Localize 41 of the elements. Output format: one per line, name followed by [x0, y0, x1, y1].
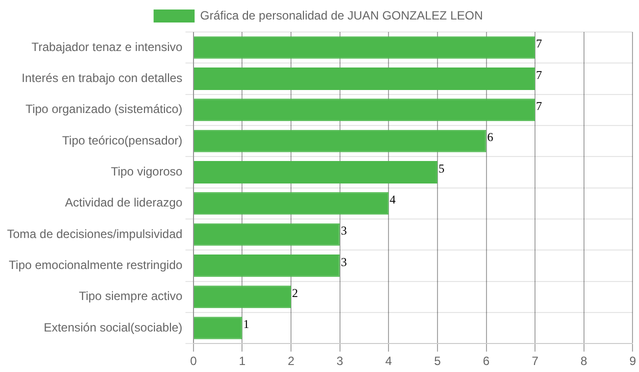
y-tick-label: Tipo teórico(pensador) [62, 133, 182, 148]
data-label: 6 [487, 130, 494, 144]
x-tick-label: 6 [482, 354, 490, 368]
data-label: 5 [438, 161, 444, 176]
bar [194, 36, 536, 59]
bar [194, 286, 292, 308]
x-tick-label: 1 [238, 354, 246, 368]
data-label: 1 [243, 317, 250, 332]
bar [194, 161, 438, 184]
x-tick-label: 2 [288, 354, 295, 368]
x-tick-label: 8 [580, 354, 588, 368]
y-tick-label: Tipo organizado (sistemático) [25, 102, 182, 116]
data-label: 3 [340, 224, 347, 238]
data-label: 7 [536, 99, 542, 114]
bar [194, 316, 242, 340]
x-tick-label: 5 [434, 354, 442, 368]
x-tick-label: 0 [190, 354, 198, 368]
data-label: 4 [390, 192, 396, 207]
y-tick-label: Extensión social(sociable) [44, 320, 182, 334]
data-label: 3 [340, 254, 347, 269]
y-tick-label: Tipo siempre activo [78, 289, 183, 304]
data-label: 7 [536, 36, 542, 51]
y-tick-label: Tipo vigoroso [110, 164, 183, 179]
y-tick-label: Toma de decisiones/impulsividad [6, 226, 182, 241]
y-tick-label: Interés en trabajo con detalles [22, 71, 182, 86]
legend-label: Gráfica de personalidad de JUAN GONZALEZ LEON [200, 8, 483, 22]
bar [194, 68, 536, 90]
data-label: 7 [536, 68, 542, 82]
data-label: 2 [292, 286, 298, 300]
x-tick-label: 9 [629, 354, 636, 368]
x-tick-label: 3 [336, 354, 344, 368]
bar [194, 254, 340, 277]
y-tick-label: Actividad de liderazgo [65, 196, 183, 210]
bar [194, 98, 536, 122]
bar [194, 223, 340, 246]
x-tick-label: 4 [385, 354, 392, 368]
y-tick-label: Trabajador tenaz e intensivo [31, 40, 183, 54]
bar [194, 192, 389, 215]
x-tick-label: 7 [532, 354, 539, 368]
y-tick-label: Tipo emocionalmente restringido [8, 258, 183, 272]
bar [194, 130, 486, 152]
